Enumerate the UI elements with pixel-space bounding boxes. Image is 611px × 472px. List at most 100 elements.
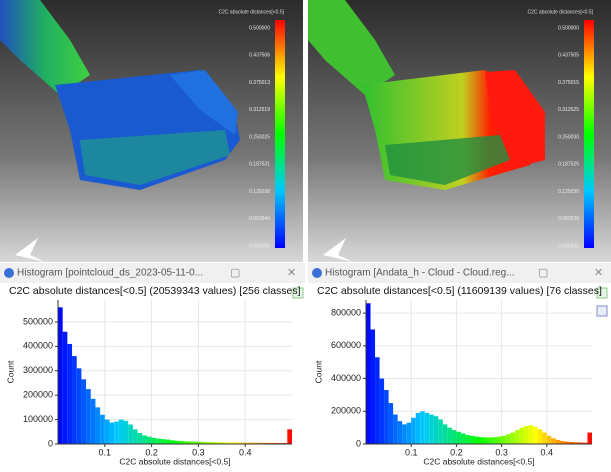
histogram-bar xyxy=(193,441,199,444)
x-tick-label: 0.1 xyxy=(405,447,418,457)
settings-button[interactable] xyxy=(596,305,608,317)
histogram-bar xyxy=(375,357,380,444)
histogram-bar xyxy=(156,438,161,444)
x-tick-label: 0.4 xyxy=(239,447,252,457)
histogram-bar xyxy=(268,442,274,444)
scale-label: 0.125030 xyxy=(558,189,579,195)
histogram-bar xyxy=(109,422,115,444)
histogram-bar xyxy=(170,440,175,444)
viewer-left xyxy=(0,0,303,262)
histogram-bar xyxy=(456,431,461,444)
histogram-bar xyxy=(203,441,208,444)
histogram-bar xyxy=(273,442,278,444)
histogram-bar xyxy=(370,329,376,444)
histogram-bar xyxy=(137,433,143,444)
close-button[interactable]: ✕ xyxy=(594,267,603,279)
y-tick-label: 600000 xyxy=(331,340,361,350)
scale-label: 0.437505 xyxy=(558,53,579,59)
scale-label: 0.125038 xyxy=(249,189,270,195)
scale-label: 0.187525 xyxy=(558,162,579,168)
scale-label: 0.062544 xyxy=(249,216,270,222)
viewer-right xyxy=(308,0,611,262)
histogram-bar xyxy=(231,442,236,444)
histogram-bar xyxy=(175,440,180,444)
scale-label: 0.000041 xyxy=(558,243,579,249)
histogram-bar xyxy=(67,343,73,444)
histogram-bar xyxy=(497,436,502,444)
histogram-bar xyxy=(198,441,204,444)
histogram-bar xyxy=(587,432,592,444)
histogram-bar xyxy=(506,434,511,444)
histogram-bar xyxy=(460,433,466,444)
histogram-bar xyxy=(254,442,260,444)
y-tick-label: 800000 xyxy=(331,307,361,317)
histogram-bar xyxy=(474,436,479,444)
scale-label: 0.187531 xyxy=(249,162,270,168)
histogram-bar xyxy=(76,368,82,444)
x-tick-label: 0.3 xyxy=(192,447,205,457)
window-left: ▢ ✕ xyxy=(0,263,305,467)
histogram-bar xyxy=(479,437,484,444)
y-tick-label: 200000 xyxy=(23,390,53,400)
scale-label: 0.250030 xyxy=(558,134,579,140)
x-tick-label: 0.2 xyxy=(450,447,463,457)
histogram-bar xyxy=(118,419,124,444)
histogram-bar xyxy=(406,422,412,444)
histogram-bar xyxy=(245,442,250,444)
histogram-bar xyxy=(72,356,77,444)
minimize-button[interactable]: ▢ xyxy=(230,267,240,279)
histogram-bar xyxy=(546,435,552,444)
scale-label: 0.375013 xyxy=(249,80,270,86)
histogram-bar xyxy=(501,435,507,444)
histogram-bar xyxy=(142,435,147,444)
histogram-bar xyxy=(104,419,110,444)
histogram-bar xyxy=(433,416,439,444)
window-title: Histogram [Andata_h - Cloud - Cloud.reg.… xyxy=(325,268,515,279)
histogram-bar xyxy=(287,429,292,444)
histogram-bar xyxy=(533,426,538,444)
minimize-button[interactable]: ▢ xyxy=(538,267,548,279)
histogram-bar xyxy=(366,303,371,444)
histogram-bar xyxy=(100,414,105,444)
histogram-bar xyxy=(179,441,185,444)
y-axis-label: Count xyxy=(5,360,15,383)
histogram-bar xyxy=(578,442,583,444)
histogram-bar xyxy=(379,378,385,444)
x-tick-label: 0.4 xyxy=(541,447,554,457)
histogram-bar xyxy=(519,427,525,444)
histogram-bar xyxy=(217,442,222,444)
histogram-bar xyxy=(240,442,246,444)
histogram-bar xyxy=(483,437,489,444)
y-tick-label: 500000 xyxy=(23,316,53,326)
histogram-bar xyxy=(249,442,255,444)
histogram-bar xyxy=(58,307,63,444)
histogram-bar xyxy=(95,407,101,444)
histogram-bar xyxy=(528,425,534,444)
histogram-bar xyxy=(114,421,119,444)
export-button[interactable] xyxy=(292,287,304,299)
x-axis-label: C2C absolute distances[<0.5] xyxy=(423,456,534,466)
histogram-bar xyxy=(429,414,434,444)
scale-title: C2C absolute distances[<0.5] xyxy=(528,9,594,15)
scale-label: 0.312519 xyxy=(249,107,270,113)
histogram-bar xyxy=(384,390,389,444)
y-tick-label: 200000 xyxy=(331,406,361,416)
histogram-bar xyxy=(62,331,68,444)
histogram-bar xyxy=(86,389,91,444)
window-title: Histogram [pointcloud_ds_2023-05-11-0... xyxy=(17,268,203,279)
histogram-bar xyxy=(524,426,529,444)
histogram-bar xyxy=(447,427,452,444)
histogram-bar xyxy=(510,432,516,444)
export-button[interactable] xyxy=(596,287,608,299)
histogram-bar xyxy=(160,439,166,444)
histogram-bar xyxy=(442,424,448,444)
close-button[interactable]: ✕ xyxy=(287,267,296,279)
histogram-bar xyxy=(235,442,241,444)
histogram-bar xyxy=(573,442,579,444)
histogram-bar xyxy=(438,419,443,444)
x-tick-label: 0.2 xyxy=(145,447,158,457)
histogram-bar xyxy=(415,412,421,444)
scale-label: 0.375015 xyxy=(558,80,579,86)
histogram-bar xyxy=(207,442,213,444)
